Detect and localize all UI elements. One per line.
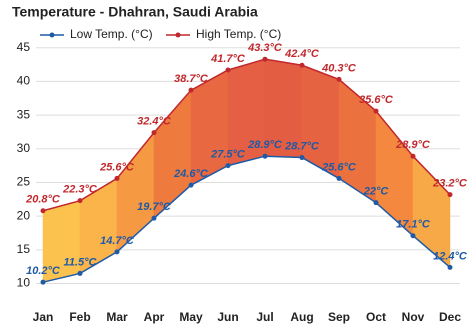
y-tick-label: 45 bbox=[17, 40, 31, 54]
data-label: 25.6°C bbox=[99, 161, 135, 173]
data-point bbox=[77, 270, 83, 276]
legend-marker bbox=[49, 32, 55, 38]
data-point bbox=[114, 249, 120, 255]
y-tick-label: 35 bbox=[17, 107, 31, 121]
data-point bbox=[262, 153, 268, 159]
data-point bbox=[373, 200, 379, 206]
data-point bbox=[114, 175, 120, 181]
data-point bbox=[225, 163, 231, 169]
data-point bbox=[299, 155, 305, 161]
series-line bbox=[42, 58, 451, 212]
y-tick-label: 25 bbox=[17, 175, 31, 189]
y-tick-label: 40 bbox=[17, 74, 31, 88]
data-label: 10.2°C bbox=[26, 265, 61, 277]
data-point bbox=[336, 76, 342, 82]
data-label: 17.1°C bbox=[396, 219, 431, 231]
x-tick-label: Aug bbox=[290, 310, 313, 324]
data-label: 38.7°C bbox=[174, 73, 209, 85]
data-point bbox=[40, 279, 46, 285]
x-tick-label: May bbox=[179, 310, 203, 324]
y-tick-label: 15 bbox=[17, 242, 31, 256]
legend-label: Low Temp. (°C) bbox=[70, 27, 153, 41]
y-tick-label: 30 bbox=[17, 141, 31, 155]
y-tick-label: 10 bbox=[17, 276, 31, 290]
range-area bbox=[153, 89, 192, 219]
series-line bbox=[42, 155, 451, 283]
data-label: 27.5°C bbox=[210, 149, 246, 161]
data-point bbox=[447, 192, 453, 198]
data-label: 11.5°C bbox=[64, 256, 98, 268]
data-label: 28.7°C bbox=[284, 140, 320, 152]
x-tick-label: Apr bbox=[144, 310, 165, 324]
data-label: 20.8°C bbox=[25, 194, 61, 206]
data-label: 22.3°C bbox=[62, 184, 98, 196]
data-point bbox=[299, 62, 305, 68]
data-point bbox=[188, 182, 194, 188]
data-label: 43.3°C bbox=[247, 42, 283, 54]
x-tick-label: Nov bbox=[402, 310, 425, 324]
y-tick-label: 20 bbox=[17, 208, 31, 222]
x-tick-label: Dec bbox=[439, 310, 461, 324]
data-point bbox=[447, 264, 453, 270]
data-label: 28.9°C bbox=[247, 139, 283, 151]
data-point bbox=[225, 67, 231, 73]
data-label: 35.6°C bbox=[359, 94, 394, 106]
data-point bbox=[373, 108, 379, 114]
data-label: 40.3°C bbox=[321, 62, 357, 74]
data-label: 42.4°C bbox=[284, 48, 320, 60]
data-label: 22°C bbox=[363, 186, 390, 198]
data-label: 23.2°C bbox=[432, 178, 468, 190]
legend-marker bbox=[175, 32, 181, 38]
data-point bbox=[336, 175, 342, 181]
x-tick-label: Mar bbox=[106, 310, 128, 324]
legend-label: High Temp. (°C) bbox=[196, 27, 281, 41]
data-point bbox=[40, 208, 46, 214]
x-tick-label: Sep bbox=[328, 310, 350, 324]
data-label: 41.7°C bbox=[210, 53, 246, 65]
data-label: 14.7°C bbox=[100, 235, 135, 247]
x-tick-label: Jan bbox=[33, 310, 54, 324]
data-point bbox=[188, 87, 194, 93]
data-label: 12.4°C bbox=[433, 250, 468, 262]
range-area bbox=[375, 110, 414, 237]
data-label: 28.9°C bbox=[395, 139, 431, 151]
data-label: 25.6°C bbox=[321, 161, 357, 173]
data-point bbox=[410, 153, 416, 159]
x-tick-label: Jun bbox=[217, 310, 238, 324]
x-tick-label: Feb bbox=[69, 310, 90, 324]
data-label: 19.7°C bbox=[137, 201, 172, 213]
data-label: 24.6°C bbox=[173, 168, 209, 180]
data-point bbox=[262, 56, 268, 62]
x-tick-label: Jul bbox=[256, 310, 273, 324]
x-tick-label: Oct bbox=[366, 310, 386, 324]
chart-title: Temperature - Dhahran, Saudi Arabia bbox=[12, 4, 258, 20]
data-point bbox=[151, 215, 157, 221]
data-label: 32.4°C bbox=[137, 116, 172, 128]
data-point bbox=[410, 233, 416, 239]
data-point bbox=[77, 198, 83, 204]
data-point bbox=[151, 130, 157, 136]
